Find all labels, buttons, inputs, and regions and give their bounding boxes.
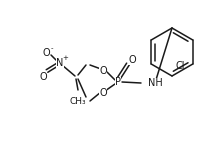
Text: N: N <box>56 58 64 68</box>
Text: CH₃: CH₃ <box>70 97 86 106</box>
Text: O: O <box>39 72 47 82</box>
Text: O: O <box>128 55 136 65</box>
Text: +: + <box>62 55 68 61</box>
Text: P: P <box>115 77 121 87</box>
Text: O: O <box>99 88 107 98</box>
Text: O: O <box>42 48 50 58</box>
Text: NH: NH <box>148 78 163 88</box>
Text: -: - <box>51 45 53 51</box>
Text: Cl: Cl <box>175 61 184 71</box>
Text: O: O <box>99 66 107 76</box>
